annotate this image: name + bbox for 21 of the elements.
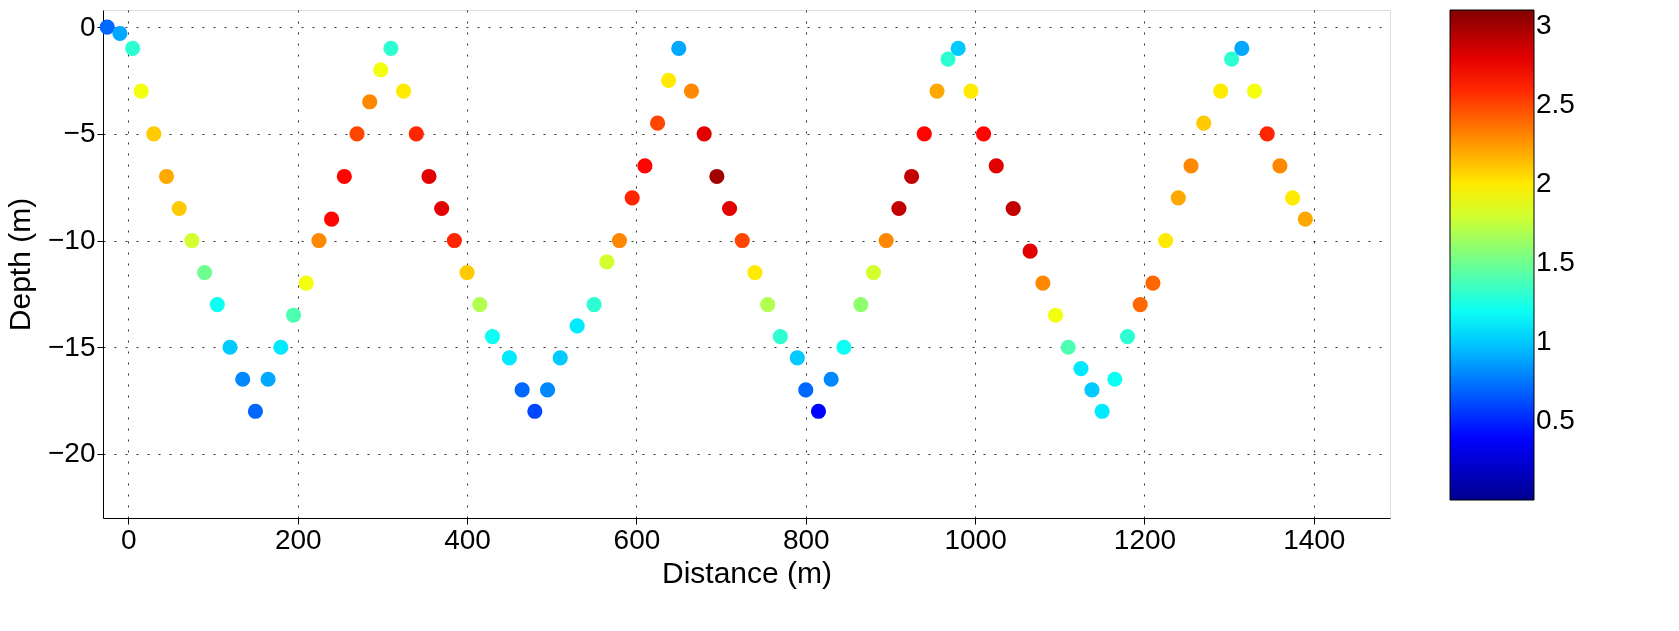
y-tick-label: −20 [48, 437, 96, 469]
x-tick-label: 600 [613, 523, 661, 555]
color-bar-label: 2 [1536, 166, 1552, 198]
y-tick-label: 0 [79, 10, 96, 42]
x-tick-label: 1000 [944, 523, 1007, 555]
x-tick-label: 1400 [1283, 523, 1346, 555]
color-bar-label: 2.5 [1536, 87, 1575, 119]
x-axis-title: Distance (m) [661, 555, 833, 589]
color-bar-label: 0.5 [1536, 403, 1575, 435]
y-axis-title: Depth (m) [3, 197, 36, 332]
x-tick-label: 400 [444, 523, 491, 555]
color-bar-label: 3 [1536, 8, 1552, 40]
x-tick-label: 800 [782, 523, 830, 555]
y-tick-label: −5 [63, 117, 96, 149]
y-tick-label: −10 [48, 224, 96, 256]
x-tick-label: 1200 [1113, 523, 1177, 555]
x-tick-label: 0 [121, 523, 137, 555]
color-bar-label: 1 [1536, 324, 1552, 356]
y-tick-label: −15 [48, 330, 96, 362]
color-bar-label: 1.5 [1536, 245, 1575, 277]
x-tick-label: 200 [274, 523, 322, 555]
